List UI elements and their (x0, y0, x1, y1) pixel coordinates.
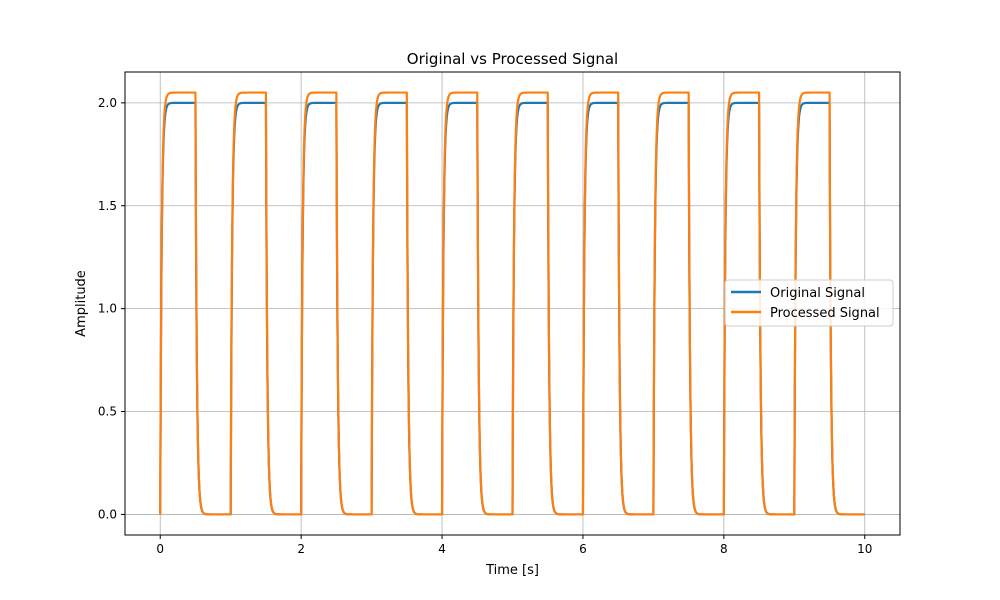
x-tick-label: 4 (438, 542, 446, 556)
series-line-processed (159, 91, 866, 516)
legend: Original Signal Processed Signal (724, 279, 894, 327)
x-tick-label: 2 (297, 542, 305, 556)
y-axis-label: Amplitude (74, 270, 89, 337)
x-axis: 0 2 4 6 8 10 (156, 535, 872, 556)
y-tick-label: 2.0 (98, 96, 117, 110)
x-tick-label: 6 (579, 542, 587, 556)
chart-title: Original vs Processed Signal (407, 50, 618, 68)
x-tick-label: 0 (156, 542, 164, 556)
y-tick-label: 0.0 (98, 507, 117, 521)
y-axis: 0.0 0.5 1.0 1.5 2.0 (98, 96, 125, 521)
legend-label-original: Original Signal (770, 286, 865, 301)
y-tick-label: 1.0 (98, 302, 117, 316)
y-tick-label: 1.5 (98, 199, 117, 213)
x-tick-label: 8 (720, 542, 728, 556)
x-tick-label: 10 (857, 542, 872, 556)
legend-label-processed: Processed Signal (770, 306, 880, 321)
y-tick-label: 0.5 (98, 405, 117, 419)
plot-frame (124, 71, 901, 536)
x-axis-label: Time [s] (485, 563, 539, 578)
legend-box (724, 279, 894, 327)
series-lines (159, 91, 866, 516)
